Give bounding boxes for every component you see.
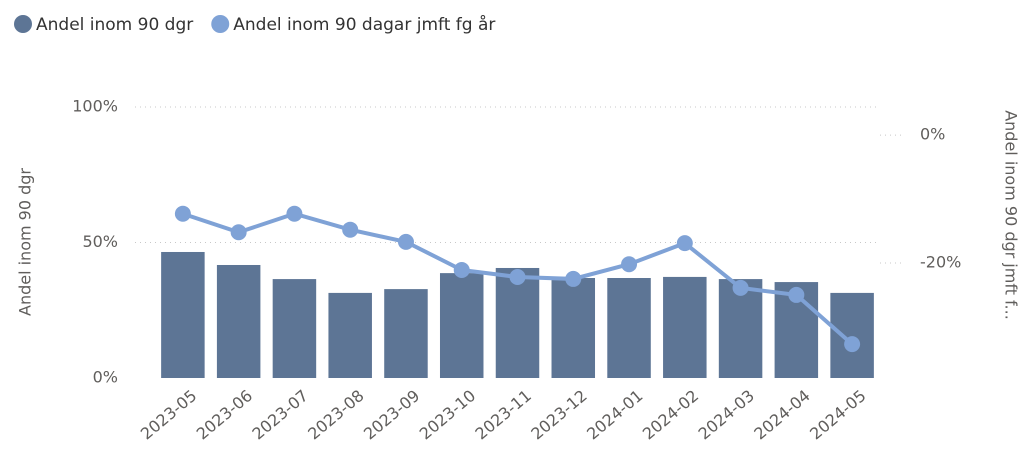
line-point [174,205,191,222]
bar [551,278,596,378]
line-point [286,205,303,222]
x-tick-label: 2024-04 [750,386,813,444]
y-tick-label: 100% [72,97,118,116]
line-point [342,221,359,238]
x-tick-label: 2024-01 [583,386,646,444]
bar [607,278,651,378]
x-tick-label: 2024-03 [695,386,758,444]
y2-tick-label: 0% [920,125,945,144]
x-tick-label: 2023-11 [472,386,535,444]
legend-marker [211,15,230,33]
line-point [844,336,861,353]
y-tick-label: 0% [93,368,118,387]
bar [439,273,484,378]
legend-label: Andel inom 90 dagar jmft fg år [233,14,495,35]
x-tick-label: 2023-12 [527,386,590,444]
line-point [676,235,693,252]
line-point [788,286,805,303]
bar [830,292,874,378]
bar [328,292,372,378]
bar [161,251,205,378]
legend-marker [14,15,32,33]
line-point [509,269,526,286]
x-tick-label: 2023-05 [137,386,200,444]
y-axis-label: Andel inom 90 dgr [16,168,35,316]
bar [663,276,707,378]
line-point [397,233,414,250]
legend-label: Andel inom 90 dgr [36,15,193,35]
line-point [621,256,638,273]
line-point [453,261,470,278]
x-tick-label: 2023-07 [248,386,311,444]
bar [272,279,317,378]
y2-axis-label: Andel inom 90 dgr jmft f... [1002,110,1021,320]
x-tick-label: 2024-05 [806,386,869,444]
x-tick-label: 2023-08 [304,386,367,444]
bar [216,264,261,378]
y2-tick-label: -20% [920,252,961,271]
bar [495,267,540,378]
line-point [565,270,582,287]
y-tick-label: 50% [82,232,118,251]
line-point [732,279,749,296]
x-tick-label: 2023-10 [416,386,479,444]
line-point [230,224,247,241]
x-tick-label: 2023-09 [360,386,423,444]
bar [384,289,428,378]
x-tick-label: 2024-02 [639,386,702,444]
x-tick-label: 2023-06 [193,386,256,444]
